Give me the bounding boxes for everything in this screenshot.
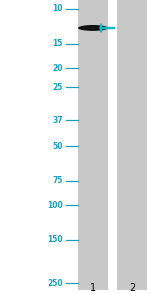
Text: 15: 15 — [53, 39, 63, 48]
Ellipse shape — [78, 25, 108, 31]
Bar — [78, 0, 108, 290]
Text: 20: 20 — [52, 64, 63, 73]
Text: 25: 25 — [53, 83, 63, 92]
Text: 1: 1 — [90, 283, 96, 293]
Text: 75: 75 — [52, 176, 63, 185]
Text: 10: 10 — [52, 4, 63, 13]
Text: 150: 150 — [47, 235, 63, 244]
Text: 250: 250 — [47, 279, 63, 288]
Text: 100: 100 — [47, 201, 63, 210]
Text: 37: 37 — [52, 116, 63, 125]
Text: 2: 2 — [129, 283, 135, 293]
Bar — [117, 0, 147, 290]
Text: 50: 50 — [53, 142, 63, 151]
